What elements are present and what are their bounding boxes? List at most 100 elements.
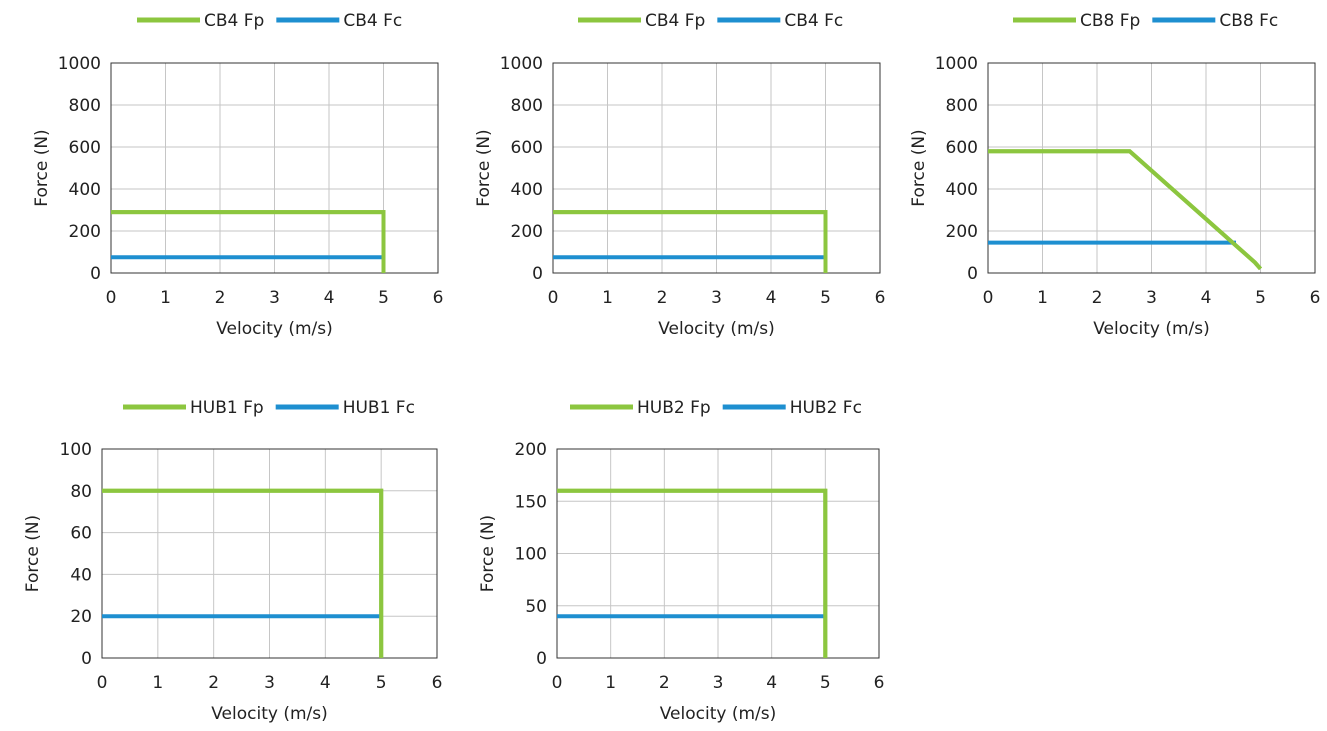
x-tick-label: 3 [1146,288,1157,308]
y-tick-label: 60 [70,524,92,544]
x-tick-label: 1 [160,288,171,308]
y-tick-label: 1000 [935,54,978,74]
x-tick-label: 3 [713,673,724,693]
x-tick-label: 1 [605,673,616,693]
x-axis-label: Velocity (m/s) [216,319,333,339]
series-line-1-overlay [557,488,828,658]
series-line-1-overlay [111,210,386,273]
x-tick-label: 1 [602,288,613,308]
chart-1: 0 1 2 3 4 5 6 0 200 400 600 800 1000 Velocity (m/s) Fo… [32,11,443,339]
series-line-1 [557,488,828,658]
x-tick-label: 4 [320,673,331,693]
y-tick-label: 80 [70,482,92,502]
x-tick-label: 2 [1092,288,1103,308]
y-tick-label: 0 [90,264,101,284]
x-tick-label: 5 [378,288,389,308]
y-tick-label: 400 [511,180,543,200]
x-axis-label: Velocity (m/s) [658,319,775,339]
x-tick-label: 0 [548,288,559,308]
y-tick-label: 200 [69,222,101,242]
y-tick-label: 0 [536,649,547,669]
y-tick-label: 0 [532,264,543,284]
x-axis-label: Velocity (m/s) [1093,319,1210,339]
x-tick-label: 0 [97,673,108,693]
y-tick-label: 400 [69,180,101,200]
y-tick-label: 600 [946,138,978,158]
x-tick-label: 5 [376,673,387,693]
x-tick-label: 6 [1310,288,1321,308]
y-tick-label: 100 [515,545,547,565]
legend-label: HUB2 Fp [637,398,711,418]
y-axis-label: Force (N) [23,515,43,592]
legend-label: CB4 Fc [343,11,402,31]
legend: CB4 Fp CB4 Fc [137,11,402,31]
legend: CB4 Fp CB4 Fc [578,11,843,31]
x-tick-label: 1 [1037,288,1048,308]
legend-label: HUB2 Fc [790,398,862,418]
y-tick-label: 1000 [500,54,543,74]
legend-label: CB4 Fp [645,11,705,31]
plot-frame [556,448,880,659]
y-axis-label: Force (N) [478,515,498,592]
series-line-1 [553,210,828,273]
x-tick-label: 6 [433,288,444,308]
y-tick-label: 600 [69,138,101,158]
chart-3: 0 1 2 3 4 5 6 0 200 400 600 800 1000 Velocity (m/s) Fo… [909,11,1320,339]
x-tick-label: 6 [875,288,886,308]
x-axis-label: Velocity (m/s) [211,704,328,724]
x-tick-label: 4 [766,288,777,308]
y-tick-label: 50 [525,597,547,617]
y-tick-label: 20 [70,607,92,627]
x-tick-label: 2 [659,673,670,693]
legend-label: HUB1 Fp [190,398,264,418]
y-tick-label: 100 [60,440,92,460]
x-tick-label: 2 [208,673,219,693]
x-tick-label: 5 [1255,288,1266,308]
x-tick-label: 4 [1201,288,1212,308]
legend-label: CB8 Fp [1080,11,1140,31]
x-axis-label: Velocity (m/s) [660,704,777,724]
x-tick-label: 6 [432,673,443,693]
x-tick-label: 6 [874,673,885,693]
chart-2: 0 1 2 3 4 5 6 0 200 400 600 800 1000 Velocity (m/s) Fo… [474,11,885,339]
y-tick-label: 1000 [58,54,101,74]
legend-label: CB4 Fp [204,11,264,31]
x-tick-label: 2 [657,288,668,308]
y-tick-label: 800 [511,96,543,116]
y-tick-label: 200 [946,222,978,242]
y-tick-label: 0 [81,649,92,669]
x-tick-label: 3 [264,673,275,693]
x-tick-label: 5 [820,673,831,693]
x-tick-label: 4 [766,673,777,693]
y-tick-label: 40 [70,565,92,585]
y-axis-label: Force (N) [32,129,52,206]
series-line-1 [111,210,386,273]
legend: HUB2 Fp HUB2 Fc [570,398,862,418]
legend-label: CB8 Fc [1219,11,1278,31]
legend-label: CB4 Fc [784,11,843,31]
x-tick-label: 1 [152,673,163,693]
y-tick-label: 600 [511,138,543,158]
legend: CB8 Fp CB8 Fc [1013,11,1278,31]
series-line-1-overlay [988,149,1263,271]
x-tick-label: 0 [106,288,117,308]
y-tick-label: 800 [946,96,978,116]
y-axis-label: Force (N) [474,129,494,206]
y-tick-label: 150 [515,492,547,512]
plot-frame [552,62,881,274]
x-tick-label: 0 [983,288,994,308]
series-line-1-overlay [102,488,384,658]
y-tick-label: 0 [967,264,978,284]
plot-frame [110,62,439,274]
chart-5: 0 1 2 3 4 5 6 0 50 100 150 200 Velocity (m/s) Force (… [478,398,884,724]
x-tick-label: 3 [711,288,722,308]
x-tick-label: 5 [820,288,831,308]
x-tick-label: 3 [269,288,280,308]
y-tick-label: 200 [515,440,547,460]
series-line-1 [988,149,1263,271]
x-tick-label: 4 [324,288,335,308]
plot-frame [987,62,1316,274]
legend: HUB1 Fp HUB1 Fc [123,398,415,418]
plot-frame [101,448,438,659]
